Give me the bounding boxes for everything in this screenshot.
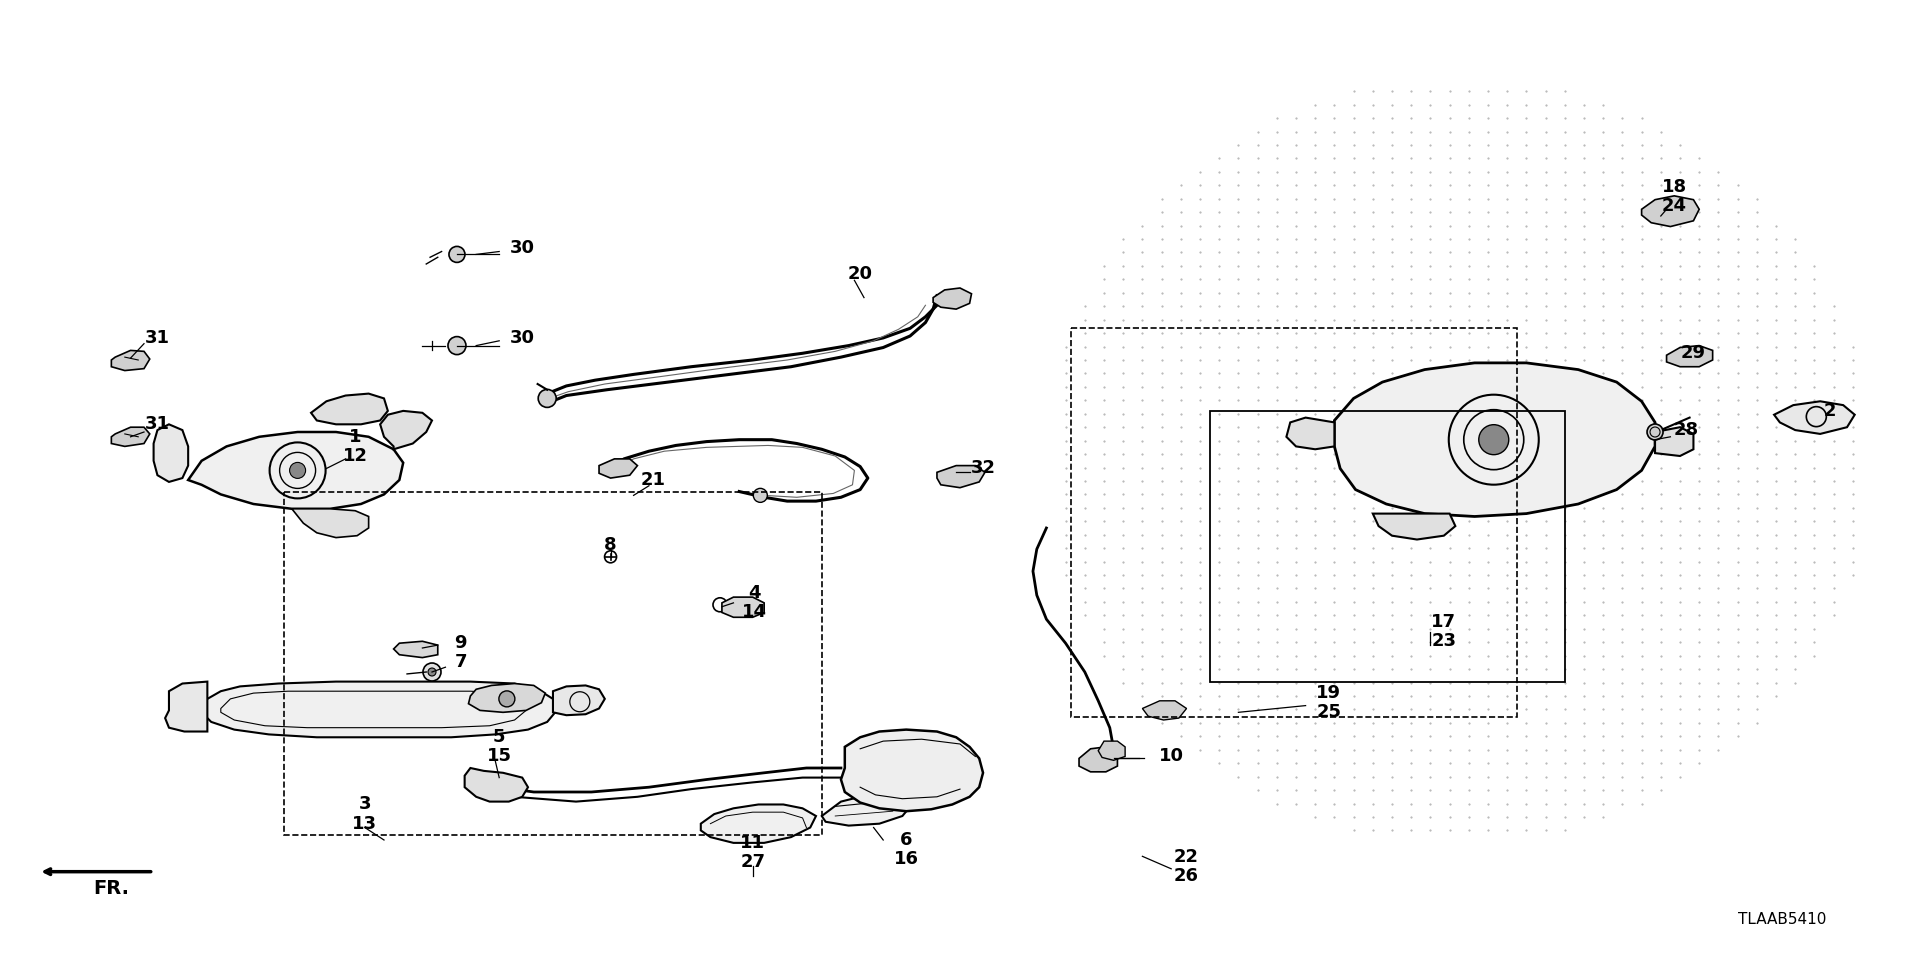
Text: 24: 24 <box>1661 198 1688 215</box>
Polygon shape <box>1774 401 1855 434</box>
Text: 5: 5 <box>493 729 505 746</box>
Polygon shape <box>1079 747 1117 772</box>
Text: 15: 15 <box>486 748 513 765</box>
Text: 20: 20 <box>847 265 874 282</box>
Polygon shape <box>380 411 432 449</box>
Polygon shape <box>1642 196 1699 227</box>
Polygon shape <box>822 795 912 826</box>
Circle shape <box>753 489 768 502</box>
Text: 12: 12 <box>342 447 369 465</box>
Polygon shape <box>311 394 388 424</box>
Circle shape <box>1478 424 1509 455</box>
Polygon shape <box>154 424 188 482</box>
Text: 28: 28 <box>1672 421 1699 439</box>
Polygon shape <box>841 730 983 811</box>
Text: 6: 6 <box>900 831 912 849</box>
Text: 8: 8 <box>605 537 616 554</box>
Text: 26: 26 <box>1173 868 1200 885</box>
Text: 17: 17 <box>1430 613 1457 631</box>
Circle shape <box>1647 424 1663 440</box>
Text: 29: 29 <box>1680 345 1707 362</box>
Text: 31: 31 <box>144 329 171 347</box>
Polygon shape <box>465 768 528 802</box>
Polygon shape <box>599 459 637 478</box>
Polygon shape <box>394 641 438 658</box>
Text: 2: 2 <box>1824 402 1836 420</box>
Circle shape <box>449 247 465 262</box>
Circle shape <box>499 691 515 707</box>
Text: 32: 32 <box>970 460 996 477</box>
Polygon shape <box>553 685 605 715</box>
Text: 13: 13 <box>351 815 378 832</box>
Circle shape <box>422 663 442 681</box>
Text: FR.: FR. <box>94 878 129 898</box>
Polygon shape <box>1098 741 1125 760</box>
Text: TLAAB5410: TLAAB5410 <box>1738 912 1826 927</box>
Polygon shape <box>1373 514 1455 540</box>
Circle shape <box>447 337 467 354</box>
Polygon shape <box>292 509 369 538</box>
Text: 3: 3 <box>359 796 371 813</box>
Text: 10: 10 <box>1158 748 1185 765</box>
Polygon shape <box>468 684 545 712</box>
Text: 1: 1 <box>349 428 361 445</box>
Text: 18: 18 <box>1661 179 1688 196</box>
Polygon shape <box>933 288 972 309</box>
Text: 30: 30 <box>509 239 536 256</box>
Polygon shape <box>165 682 207 732</box>
Text: 22: 22 <box>1173 849 1200 866</box>
Text: 19: 19 <box>1315 684 1342 702</box>
Text: 31: 31 <box>144 416 171 433</box>
Polygon shape <box>1334 363 1655 516</box>
Text: 25: 25 <box>1315 704 1342 721</box>
Text: 27: 27 <box>739 853 766 871</box>
Polygon shape <box>1142 701 1187 720</box>
Polygon shape <box>701 804 816 843</box>
Polygon shape <box>202 682 557 737</box>
Text: 7: 7 <box>455 654 467 671</box>
Text: 16: 16 <box>893 851 920 868</box>
Text: 21: 21 <box>639 471 666 489</box>
Polygon shape <box>1667 346 1713 367</box>
Text: 11: 11 <box>739 834 766 852</box>
Polygon shape <box>937 466 985 488</box>
Polygon shape <box>1286 418 1334 449</box>
Polygon shape <box>722 597 764 617</box>
Circle shape <box>428 668 436 676</box>
Polygon shape <box>111 350 150 371</box>
Polygon shape <box>1655 427 1693 456</box>
Text: 23: 23 <box>1430 633 1457 650</box>
Text: 14: 14 <box>741 604 768 621</box>
Circle shape <box>538 390 557 407</box>
Polygon shape <box>188 432 403 509</box>
Circle shape <box>290 463 305 478</box>
Polygon shape <box>111 427 150 446</box>
Text: 4: 4 <box>749 585 760 602</box>
Text: 9: 9 <box>455 635 467 652</box>
Text: 30: 30 <box>509 329 536 347</box>
